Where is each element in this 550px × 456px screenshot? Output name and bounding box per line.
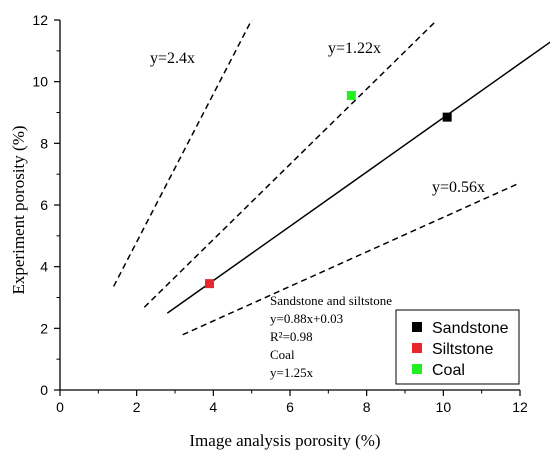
- fit-line-0: [113, 20, 253, 287]
- legend-marker-sandstone: [412, 322, 422, 332]
- x-tick-label-1: 2: [133, 399, 141, 415]
- point-coal-0: [346, 91, 356, 101]
- fit-annotation: Sandstone and siltstone y=0.88x+0.03 R²=0.…: [270, 293, 392, 380]
- x-tick-label-0: 0: [56, 399, 64, 415]
- fit-line-1: [143, 20, 437, 308]
- x-tick-label-2: 4: [209, 399, 217, 415]
- y-tick-label-3: 6: [40, 197, 48, 213]
- legend-label-coal: Coal: [432, 362, 465, 379]
- annotation-line-3: Coal: [270, 347, 295, 362]
- line-labels: y=2.4x y=1.22x y=0.56x: [150, 40, 485, 196]
- fit-line-2: [182, 182, 521, 336]
- x-axis-label: Image analysis porosity (%): [189, 431, 380, 450]
- legend-label-sandstone: Sandstone: [432, 320, 509, 337]
- line-label-1: y=1.22x: [328, 40, 381, 57]
- legend-label-siltstone: Siltstone: [432, 341, 493, 358]
- y-tick-label-6: 12: [32, 12, 48, 28]
- line-label-0: y=2.4x: [150, 50, 195, 67]
- x-tick-label-5: 10: [436, 399, 452, 415]
- fit-line-3: [166, 41, 550, 314]
- line-label-2: y=0.56x: [432, 179, 485, 196]
- legend: Sandstone Siltstone Coal: [395, 309, 520, 385]
- y-tick-label-2: 4: [40, 259, 48, 275]
- y-tick-label-0: 0: [40, 382, 48, 398]
- y-tick-label-5: 10: [32, 74, 48, 90]
- annotation-line-4: y=1.25x: [270, 365, 314, 380]
- point-siltstone-0: [205, 279, 214, 289]
- x-tick-label-4: 8: [363, 399, 371, 415]
- axes: 0 2 4 6 8 10 12 0 2 4 6 8 10 12: [32, 12, 528, 415]
- annotation-line-2: R²=0.98: [270, 329, 313, 344]
- annotation-line-0: Sandstone and siltstone: [270, 293, 392, 308]
- point-sandstone-0: [442, 112, 452, 122]
- y-tick-label-1: 2: [40, 320, 48, 336]
- legend-marker-coal: [412, 364, 422, 374]
- annotation-line-1: y=0.88x+0.03: [270, 311, 343, 326]
- y-tick-label-4: 8: [40, 135, 48, 151]
- legend-marker-siltstone: [412, 343, 422, 353]
- x-tick-label-6: 12: [512, 399, 528, 415]
- x-tick-label-3: 6: [286, 399, 294, 415]
- data-points: [205, 91, 452, 289]
- y-axis-label: Experiment porosity (%): [9, 125, 28, 294]
- plot-lines: [113, 20, 550, 336]
